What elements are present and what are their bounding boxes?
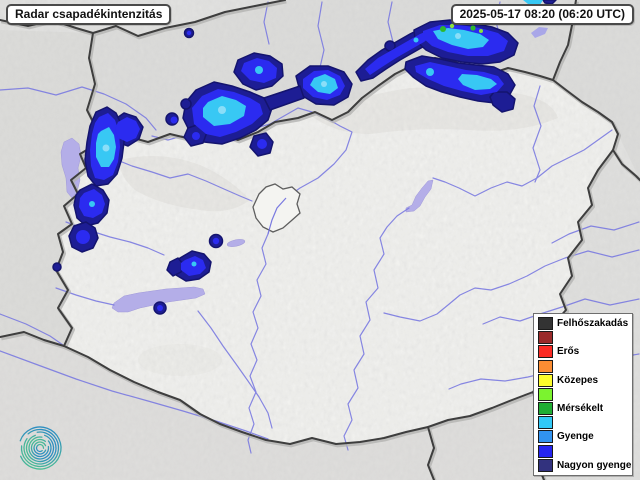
legend-row: Nagyon gyenge [538, 458, 632, 472]
legend-row: Közepes [538, 373, 632, 387]
legend-row [538, 387, 632, 401]
legend-swatch [538, 444, 553, 458]
legend-row [538, 359, 632, 373]
legend-swatch [538, 317, 553, 331]
legend-swatch [538, 416, 553, 430]
legend-row: Mérsékelt [538, 402, 632, 416]
legend-row [538, 444, 632, 458]
legend-row [538, 416, 632, 430]
legend-label: Nagyon gyenge [557, 459, 632, 471]
precip-faint-patch [531, 27, 548, 38]
legend-swatch [538, 430, 553, 444]
legend-label: Közepes [557, 374, 599, 386]
map-title-box: Radar csapadékintenzitás [6, 4, 172, 25]
legend-swatch [538, 345, 553, 359]
legend-panel: Felhőszakadás Erős Közepes Mérsékelt [533, 313, 633, 476]
lake-balaton [111, 286, 206, 313]
timestamp-box: 2025-05-17 08:20 (06:20 UTC) [450, 4, 634, 25]
legend-label: Gyenge [557, 431, 594, 443]
timestamp: 2025-05-17 08:20 (06:20 UTC) [459, 7, 625, 21]
river-tisza [343, 129, 613, 451]
lakes [60, 137, 434, 313]
page-title: Radar csapadékintenzitás [15, 7, 163, 21]
legend-swatch [538, 402, 553, 416]
legend-label: Erős [557, 346, 580, 358]
legend-swatch [538, 359, 553, 373]
legend-swatch [538, 458, 553, 472]
legend-row: Gyenge [538, 430, 632, 444]
legend-row: Felhőszakadás [538, 317, 632, 331]
lake-velence [226, 239, 246, 247]
precipitation-layer [52, 0, 557, 315]
legend-swatch [538, 331, 553, 345]
danube-through-budapest [267, 197, 287, 235]
legend-label: Mérsékelt [557, 403, 604, 415]
legend-swatch [538, 373, 553, 387]
spiral-logo-icon [18, 426, 62, 470]
legend-swatch [538, 387, 553, 401]
legend-label: Felhőszakadás [557, 318, 629, 330]
lake-tisza [405, 179, 434, 213]
legend-row [538, 331, 632, 345]
precip-green-specks [440, 23, 483, 33]
legend-row: Erős [538, 345, 632, 359]
